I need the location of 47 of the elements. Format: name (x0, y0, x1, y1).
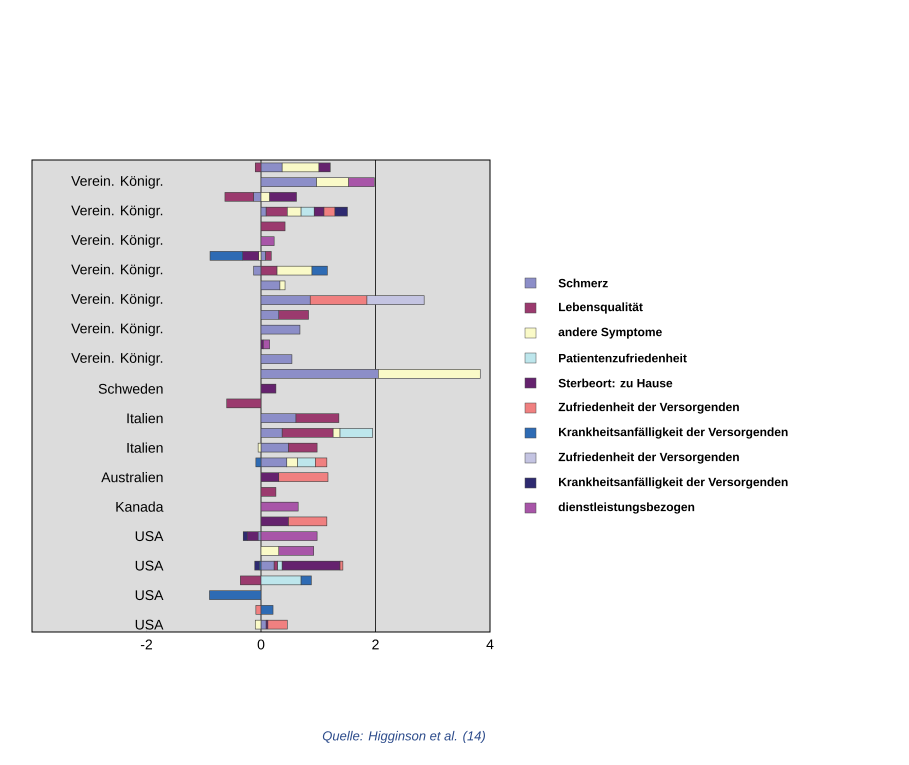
bar (260, 236, 274, 246)
bar (260, 560, 274, 570)
bar (209, 590, 262, 600)
bar (260, 531, 318, 541)
legend-label: Lebensqualität (559, 302, 643, 314)
legend-label: Zufriedenheit der Versorgenden (558, 452, 739, 464)
bar (262, 340, 270, 350)
legend-label: Schmerz (558, 278, 608, 288)
y-tick-label: Verein. Königr. (71, 234, 162, 248)
bar (260, 354, 292, 364)
y-tick-label: Verein. Königr. (71, 205, 162, 218)
legend-label: dienstleistungsbezogen (558, 502, 694, 514)
legend-label: Sterbeort: zu Hause (558, 378, 672, 388)
y-tick-label: Verein. Königr. (71, 323, 162, 336)
legend-label: Patientenzufriedenheit (559, 354, 687, 362)
source-note: Quelle: Higginson et al. (14) (322, 730, 485, 744)
bar (260, 487, 276, 497)
x-tick-label: 2 (372, 640, 379, 650)
y-tick-label: Verein. Königr. (71, 176, 162, 189)
x-tick-label: 0 (258, 640, 264, 650)
y-tick-label: Italien (127, 412, 163, 424)
y-tick-label: USA (136, 620, 164, 630)
y-tick-label: Australien (101, 472, 163, 482)
y-tick-label: Schweden (98, 383, 163, 394)
legend-label: Krankheitsanfälligkeit der Versorgenden (559, 477, 788, 489)
bar (254, 560, 260, 570)
bar (260, 502, 299, 512)
legend-label: Krankheitsanfälligkeit der Versorgenden (559, 427, 788, 439)
bar (260, 324, 300, 334)
bar (226, 398, 262, 408)
x-tick-label: -2 (140, 640, 152, 650)
y-tick-label: USA (136, 531, 164, 542)
y-tick-label: Verein. Königr. (71, 294, 162, 307)
y-tick-label: Verein. Königr. (71, 352, 162, 366)
y-tick-label: USA (136, 590, 164, 600)
bar (260, 222, 286, 232)
y-tick-label: USA (136, 560, 164, 571)
bar (260, 384, 276, 394)
legend-label: andere Symptome (558, 327, 662, 339)
bar (246, 531, 258, 541)
bar (282, 560, 340, 570)
y-tick-label: Kanada (116, 501, 164, 512)
y-tick-label: Verein. Königr. (71, 264, 162, 278)
y-tick-label: Italien (127, 442, 163, 453)
bar (265, 251, 272, 261)
x-tick-label: 4 (486, 640, 494, 650)
legend-label: Zufriedenheit der Versorgenden (558, 402, 739, 414)
